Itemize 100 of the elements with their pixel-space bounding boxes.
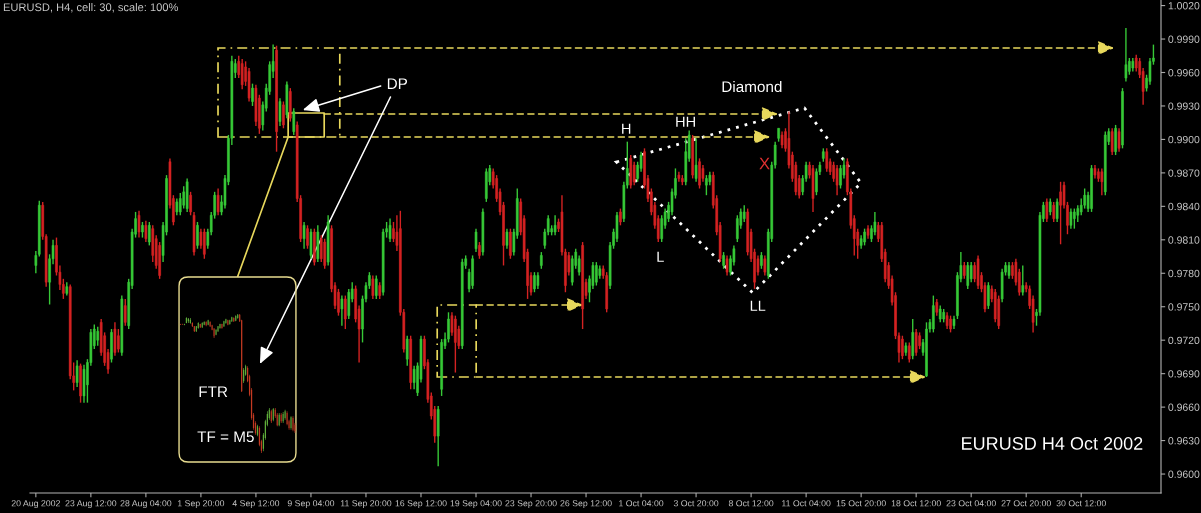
annotation: EURUSD H4 Oct 2002 <box>962 437 1143 450</box>
candlestick <box>117 328 120 354</box>
candlestick <box>1073 207 1076 230</box>
candlestick <box>1059 181 1062 245</box>
candlestick <box>949 314 952 334</box>
y-tick-label: 0.9600 <box>1168 470 1200 478</box>
annotation: X <box>759 157 770 170</box>
candlestick <box>694 137 698 183</box>
candlestick <box>148 221 151 247</box>
x-tick-label: 23 Aug 12:00 <box>65 500 117 509</box>
candlestick <box>216 187 220 216</box>
x-tick-label: 11 Sep 20:00 <box>340 500 392 509</box>
candlestick <box>619 207 622 227</box>
annotation: HH <box>676 116 695 127</box>
candlestick <box>760 251 763 270</box>
candlestick <box>722 251 725 270</box>
candlestick <box>540 251 543 270</box>
x-tick-label: 3 Oct 20:00 <box>673 500 719 507</box>
candlestick <box>405 335 409 367</box>
candlestick <box>203 227 206 260</box>
y-tick-label: 0.9630 <box>1168 437 1200 445</box>
candlestick <box>123 298 127 327</box>
candlestick <box>1114 124 1117 156</box>
y-tick-label: 0.9810 <box>1168 236 1200 244</box>
candlestick <box>292 107 296 136</box>
candlestick <box>371 274 375 300</box>
candlestick <box>932 294 935 334</box>
candlestick <box>96 326 100 347</box>
candlestick <box>1124 27 1128 83</box>
y-tick-label: 0.9750 <box>1168 303 1200 311</box>
candlestick <box>302 221 306 250</box>
candlestick <box>581 241 584 330</box>
annotation: TF = M5 <box>197 431 254 443</box>
candlestick <box>835 164 839 196</box>
annotation: L <box>657 251 664 262</box>
chart-title: EURUSD, H4, cell: 30, scale: 100% <box>3 3 178 13</box>
candlestick <box>969 261 973 283</box>
candlestick <box>698 157 701 190</box>
candlestick <box>595 261 598 287</box>
candlestick <box>344 294 347 330</box>
candlestick <box>137 210 141 239</box>
candlestick <box>412 365 416 390</box>
candlestick <box>973 261 976 283</box>
x-tick-label: 11 Oct 04:00 <box>782 500 831 507</box>
candlestick <box>911 318 915 360</box>
y-tick-label: 0.9990 <box>1168 35 1200 43</box>
candlestick <box>196 221 199 250</box>
candlestick <box>863 227 866 247</box>
candlestick <box>282 100 285 129</box>
candlestick <box>1011 261 1014 280</box>
candlestick <box>1097 167 1100 183</box>
annotation: DP <box>387 78 408 89</box>
candlestick <box>533 271 536 293</box>
candlestick <box>691 134 694 180</box>
candlestick <box>1121 87 1124 150</box>
x-tick-label: 1 Sep 20:00 <box>177 500 225 509</box>
candlestick <box>925 321 928 378</box>
y-tick-label: 1.0020 <box>1168 2 1200 10</box>
candlestick <box>763 254 767 277</box>
candlestick <box>1052 201 1056 223</box>
candlestick <box>388 217 392 243</box>
x-tick-label: 20 Aug 2002 <box>11 500 60 509</box>
y-tick-label: 0.9960 <box>1168 69 1200 77</box>
x-tick-label: 23 Oct 04:00 <box>946 500 996 507</box>
candlestick <box>409 335 412 390</box>
candlestick <box>1069 207 1073 230</box>
candlestick <box>1117 127 1121 153</box>
candlestick <box>347 288 351 320</box>
candlestick <box>1100 167 1104 196</box>
candlestick <box>471 254 474 290</box>
candlestick <box>454 314 457 374</box>
y-tick-label: 0.9870 <box>1168 169 1200 177</box>
x-tick-label: 18 Oct 12:00 <box>891 500 941 507</box>
candlestick <box>113 321 117 357</box>
candlestick <box>777 127 780 143</box>
x-tick-label: 1 Oct 04:00 <box>619 500 664 507</box>
candlestick <box>278 97 282 127</box>
x-tick-label: 8 Oct 12:00 <box>728 500 774 507</box>
y-tick-label: 0.9840 <box>1168 202 1200 211</box>
candlestick <box>942 308 945 324</box>
annotation: Diamond <box>722 80 782 93</box>
x-tick-label: 16 Sep 12:00 <box>395 500 447 509</box>
x-tick-label: 23 Sep 20:00 <box>505 500 557 509</box>
x-tick-label: 26 Sep 12:00 <box>560 500 612 509</box>
x-tick-label: 4 Sep 12:00 <box>232 500 280 509</box>
candlestick <box>914 328 918 357</box>
y-tick-label: 0.9930 <box>1168 102 1200 110</box>
annotation: LL <box>750 300 766 311</box>
candlestick <box>141 221 144 239</box>
candlestick <box>240 58 244 90</box>
x-tick-label: 9 Sep 04:00 <box>287 500 335 509</box>
candlestick <box>340 294 344 327</box>
candlestick <box>75 359 79 388</box>
candlestick <box>1090 164 1093 213</box>
candlestick <box>918 331 921 350</box>
candlestick <box>987 281 990 310</box>
candlestick <box>313 227 316 267</box>
candlestick <box>474 227 478 253</box>
y-tick-label: 0.9660 <box>1168 403 1200 411</box>
candlestick <box>509 227 512 260</box>
